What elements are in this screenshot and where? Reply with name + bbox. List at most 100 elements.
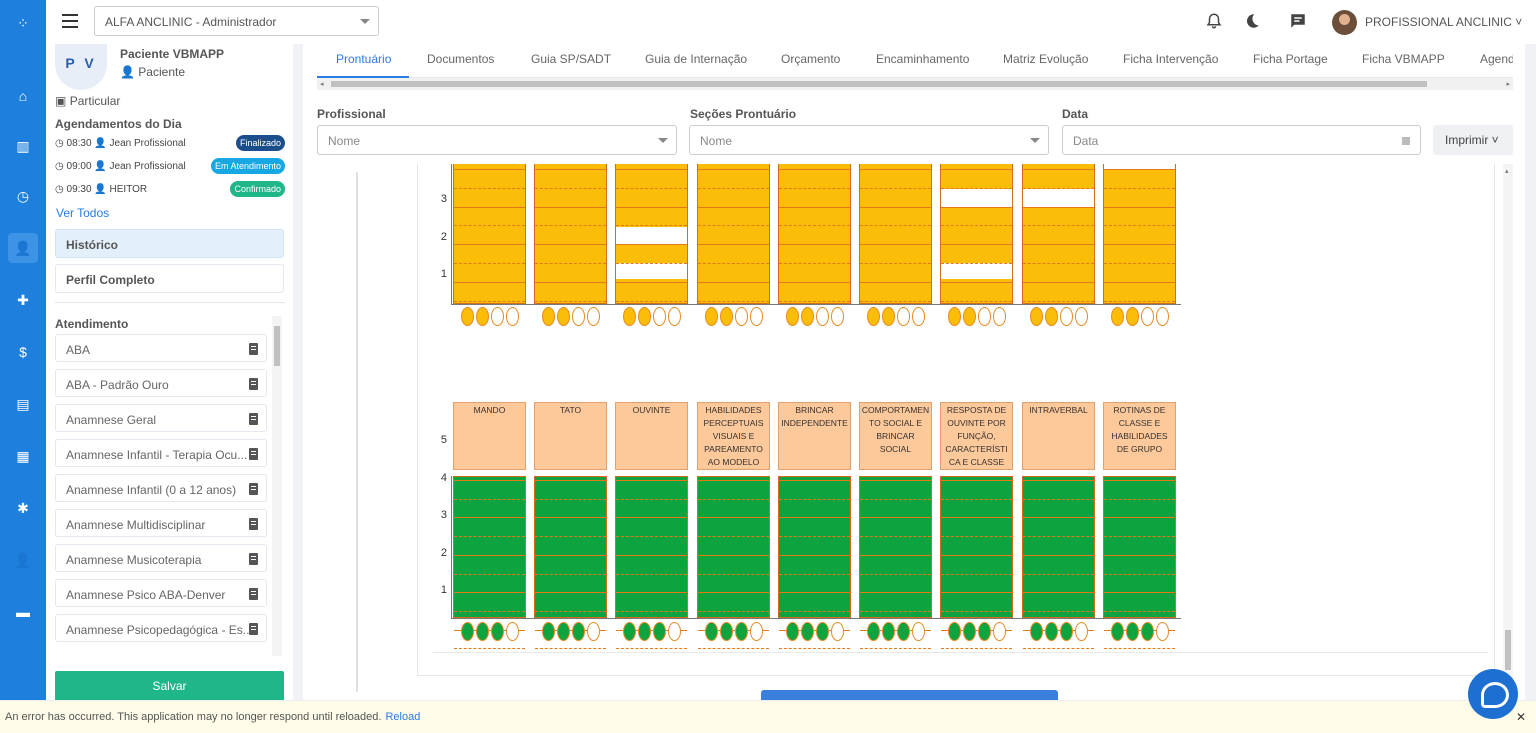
tab-bar: Prontuário Documentos Guia SP/SADT Guia de … xyxy=(317,44,1513,78)
grid-line xyxy=(1023,573,1094,575)
tab-11[interactable]: Agend xyxy=(1480,52,1513,66)
grid-line xyxy=(1023,648,1094,650)
lower-column xyxy=(940,476,1013,650)
level-circle xyxy=(963,307,976,326)
lower-column xyxy=(1022,476,1095,650)
home-icon[interactable]: ⌂ xyxy=(18,88,28,104)
profissional-select[interactable]: Nome xyxy=(317,125,677,155)
sidebar-scrollbar[interactable] xyxy=(272,316,282,656)
tab-2[interactable]: Documentos xyxy=(427,52,495,66)
atendimento-list: ABA ABA - Padrão Ouro Anamnese Geral Anamne… xyxy=(55,334,280,650)
clock-icon[interactable]: ◷ xyxy=(16,187,30,204)
grid-line xyxy=(1104,610,1175,612)
grid-line xyxy=(535,206,606,208)
column-fill xyxy=(1023,477,1094,617)
menu-icon[interactable] xyxy=(62,14,78,28)
grid-line xyxy=(779,648,850,650)
column-fill xyxy=(779,164,850,303)
clinic-select[interactable]: ALFA ANCLINIC - Administrador xyxy=(94,6,379,36)
clipboard-icon xyxy=(249,343,258,355)
level-circle xyxy=(491,622,504,641)
action-button[interactable] xyxy=(761,690,1058,700)
message-icon[interactable] xyxy=(1288,12,1308,32)
level-circle xyxy=(993,622,1006,641)
level-circle xyxy=(668,307,681,326)
vbmapp-card xyxy=(417,164,1495,676)
apps-icon[interactable]: ⁘ xyxy=(17,14,29,31)
tab-7[interactable]: Matriz Evolução xyxy=(1003,52,1089,66)
content-scrollbar[interactable]: ▴ xyxy=(1503,164,1513,684)
main-panel: Prontuário Documentos Guia SP/SADT Guia de … xyxy=(303,44,1525,700)
bell-icon[interactable] xyxy=(1204,12,1224,32)
document-icon[interactable]: ▦ xyxy=(16,447,30,464)
tab-4[interactable]: Guia de Internação xyxy=(645,52,748,66)
patient-sidebar: P V Paciente VBMAPP 👤 Paciente ▣ Particu… xyxy=(46,44,293,702)
chat-icon[interactable] xyxy=(1468,669,1518,719)
grid-line xyxy=(860,480,931,481)
grid-line xyxy=(1104,629,1175,631)
atendimento-item[interactable]: ABA - Padrão Ouro xyxy=(55,369,267,397)
user-settings-icon[interactable]: 👤 xyxy=(14,551,32,568)
lower-column xyxy=(1103,476,1176,650)
level-circle xyxy=(1060,622,1073,641)
atendimento-item[interactable]: ABA xyxy=(55,334,267,362)
grid-line xyxy=(779,554,850,556)
tab-9[interactable]: Ficha Portage xyxy=(1253,52,1328,66)
atendimento-item[interactable]: Anamnese Psicopedagógica - Es... xyxy=(55,614,267,642)
status-badge: Confirmado xyxy=(230,181,285,197)
tab-6[interactable]: Encaminhamento xyxy=(876,52,970,66)
tabs-scrollbar[interactable]: ◂ ▸ xyxy=(317,78,1513,90)
agendamento-item[interactable]: ◷ 09:00 👤 Jean Profissional Em Atendiment… xyxy=(55,158,285,176)
level-circle xyxy=(461,622,474,641)
category-line: PAREAMENTO xyxy=(704,444,763,454)
tab-5[interactable]: Orçamento xyxy=(781,52,841,66)
date-input[interactable]: Data xyxy=(1062,125,1421,155)
secoes-select[interactable]: Nome xyxy=(689,125,1049,155)
historico-button[interactable]: Histórico xyxy=(55,229,284,258)
category-label: COMPORTAMEN TO SOCIAL E BRINCAR SOCIAL xyxy=(859,402,932,470)
grid-line xyxy=(454,648,525,650)
moon-icon[interactable] xyxy=(1242,12,1262,32)
atendimento-item[interactable]: Anamnese Infantil (0 a 12 anos) xyxy=(55,474,267,502)
window-icon[interactable]: ▬ xyxy=(16,604,30,620)
agendamento-item[interactable]: ◷ 09:30 👤 HEITOR Confirmado xyxy=(55,181,285,199)
clipboard-plus-icon[interactable]: ✚ xyxy=(17,291,29,308)
atendimento-item[interactable]: Anamnese Infantil - Terapia Ocu... xyxy=(55,439,267,467)
save-button[interactable]: Salvar xyxy=(55,671,284,702)
user-avatar[interactable] xyxy=(1332,10,1357,35)
print-button[interactable]: Imprimir ˅ xyxy=(1433,125,1513,155)
close-icon[interactable]: ✕ xyxy=(1515,710,1526,724)
atendimento-item[interactable]: Anamnese Psico ABA-Denver xyxy=(55,579,267,607)
perfil-completo-button[interactable]: Perfil Completo xyxy=(55,264,284,293)
user-plus-icon[interactable]: 👤 xyxy=(8,233,38,263)
grid-line xyxy=(616,281,687,283)
grid-line xyxy=(1023,629,1094,631)
gear-icon[interactable]: ✱ xyxy=(17,499,29,516)
grid-line xyxy=(698,629,769,631)
ver-todos-link[interactable]: Ver Todos xyxy=(56,206,110,220)
grid-line xyxy=(535,300,606,302)
atendimento-item[interactable]: Anamnese Multidisciplinar xyxy=(55,509,267,537)
user-menu[interactable]: PROFISSIONAL ANCLINIC ˅ xyxy=(1365,15,1523,29)
atendimento-item[interactable]: Anamnese Musicoterapia xyxy=(55,544,267,572)
grid-line xyxy=(698,498,769,500)
agendamento-item[interactable]: ◷ 08:30 👤 Jean Profissional Finalizado xyxy=(55,135,285,153)
category-line: HABILIDADES xyxy=(1111,431,1168,441)
top-bar: ALFA ANCLINIC - Administrador PROFISSION… xyxy=(46,0,1536,44)
tab-1[interactable]: Prontuário xyxy=(336,52,392,66)
tab-3[interactable]: Guia SP/SADT xyxy=(531,52,612,66)
grid-line xyxy=(1023,206,1094,208)
atendimento-item-label: ABA - Padrão Ouro xyxy=(66,378,169,392)
level-circle xyxy=(1141,622,1154,641)
money-icon[interactable]: $ xyxy=(19,344,27,360)
clipboard-icon[interactable]: ▤ xyxy=(16,395,30,412)
category-line: TATO xyxy=(559,405,582,415)
tab-8[interactable]: Ficha Intervenção xyxy=(1123,52,1219,66)
tab-10[interactable]: Ficha VBMAPP xyxy=(1362,52,1445,66)
atendimento-item[interactable]: Anamnese Geral xyxy=(55,404,267,432)
column-fill xyxy=(616,477,687,617)
chart-icon[interactable]: ▥ xyxy=(16,137,30,154)
grid-line xyxy=(698,206,769,208)
grid-line xyxy=(941,263,1012,264)
reload-link[interactable]: Reload xyxy=(385,711,421,723)
